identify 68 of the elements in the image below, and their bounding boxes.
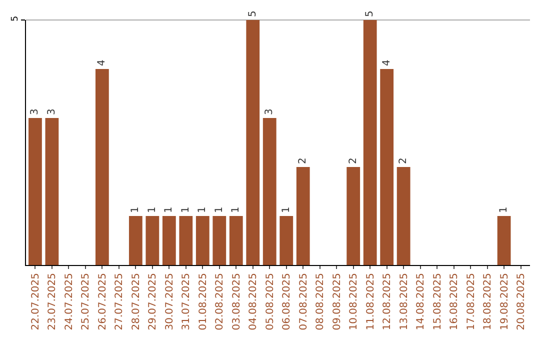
x-tick-label: 15.08.2025 xyxy=(432,273,444,330)
x-tick-label: 26.07.2025 xyxy=(97,273,108,330)
x-tick-label: 05.08.2025 xyxy=(264,273,276,330)
x-tick-label: 08.08.2025 xyxy=(315,273,326,330)
data-label: 1 xyxy=(498,206,510,213)
bar xyxy=(262,118,276,265)
x-tick-label: 04.08.2025 xyxy=(248,273,260,330)
data-label: 2 xyxy=(298,158,309,164)
x-tick-label: 25.07.2025 xyxy=(80,273,92,330)
x-tick-label: 01.08.2025 xyxy=(198,273,209,330)
bar xyxy=(346,167,360,265)
data-label: 1 xyxy=(130,206,142,213)
x-tick-label: 22.07.2025 xyxy=(30,273,42,330)
bar xyxy=(45,118,59,265)
bar xyxy=(179,216,193,265)
x-tick-label: 27.07.2025 xyxy=(114,273,126,330)
data-label: 1 xyxy=(180,206,192,213)
x-tick-label: 06.08.2025 xyxy=(282,273,293,330)
data-label: 1 xyxy=(214,206,225,213)
data-label: 3 xyxy=(30,108,41,115)
x-tick-label: 11.08.2025 xyxy=(365,273,376,330)
data-label: 2 xyxy=(348,158,359,164)
bar xyxy=(280,216,294,265)
bar xyxy=(128,216,142,265)
data-label: 3 xyxy=(264,108,276,115)
x-tick-label: 29.07.2025 xyxy=(148,273,159,330)
x-tick-label: 17.08.2025 xyxy=(466,273,477,330)
x-tick-label: 30.07.2025 xyxy=(164,273,176,330)
x-tick-label: 03.08.2025 xyxy=(231,273,242,330)
data-label: 1 xyxy=(197,206,208,213)
bar xyxy=(28,118,42,265)
data-label: 1 xyxy=(280,206,292,213)
bar xyxy=(95,69,109,265)
data-label: 1 xyxy=(230,206,242,213)
x-tick-label: 12.08.2025 xyxy=(382,273,394,330)
x-tick-label: 23.07.2025 xyxy=(47,273,58,330)
bar xyxy=(396,167,410,265)
data-label: 1 xyxy=(164,206,175,213)
data-label: 4 xyxy=(381,60,392,66)
bar xyxy=(229,216,243,265)
bar xyxy=(497,216,511,265)
x-tick-label: 28.07.2025 xyxy=(130,273,142,330)
data-label: 2 xyxy=(398,158,410,164)
data-label: 5 xyxy=(247,10,258,17)
x-tick-label: 09.08.2025 xyxy=(332,273,343,330)
x-tick-label: 24.07.2025 xyxy=(64,273,75,330)
x-tick-label: 20.08.2025 xyxy=(516,273,528,330)
bar xyxy=(246,20,260,265)
x-tick-label: 19.08.2025 xyxy=(499,273,510,330)
bar xyxy=(380,69,394,265)
bar xyxy=(196,216,210,265)
bar xyxy=(296,167,310,265)
x-tick-label: 13.08.2025 xyxy=(398,273,410,330)
data-label: 4 xyxy=(96,60,108,66)
x-tick-label: 14.08.2025 xyxy=(416,273,427,330)
bar xyxy=(363,20,377,265)
bar xyxy=(212,216,226,265)
data-label: 1 xyxy=(146,206,158,213)
bar xyxy=(146,216,160,265)
x-tick-label: 18.08.2025 xyxy=(482,273,494,330)
x-tick-label: 31.07.2025 xyxy=(181,273,192,330)
x-tick-label: 02.08.2025 xyxy=(214,273,226,330)
bar xyxy=(162,216,176,265)
data-label: 3 xyxy=(46,108,58,115)
data-label: 5 xyxy=(364,10,376,17)
x-tick-label: 10.08.2025 xyxy=(348,273,360,330)
x-tick-label: 16.08.2025 xyxy=(449,273,460,330)
x-tick-label: 07.08.2025 xyxy=(298,273,310,330)
